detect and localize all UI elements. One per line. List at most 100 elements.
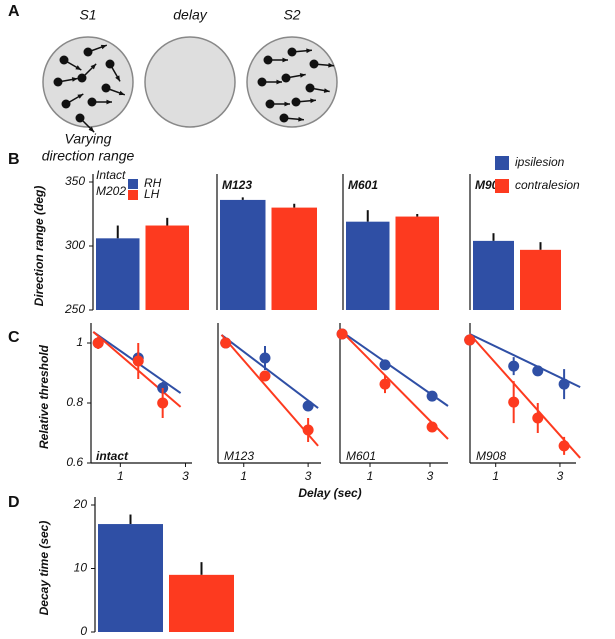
point xyxy=(259,352,271,364)
x-tick-label: 1 xyxy=(492,469,499,483)
bar xyxy=(220,199,266,310)
point xyxy=(132,355,144,367)
bar xyxy=(145,225,189,310)
fit-line xyxy=(341,331,449,440)
arrow-head xyxy=(328,62,334,68)
annotation: M601 xyxy=(346,449,376,463)
point xyxy=(259,370,271,382)
panel-label: A xyxy=(8,3,20,20)
bar xyxy=(169,574,234,632)
point xyxy=(532,412,544,424)
annotation: M123 xyxy=(224,449,254,463)
point xyxy=(426,421,438,433)
point xyxy=(508,360,520,372)
panel-label: C xyxy=(8,329,20,346)
caption: Varying xyxy=(65,131,112,147)
panel-label: B xyxy=(8,151,20,168)
fit-line xyxy=(220,334,319,409)
stimulus-label: S1 xyxy=(79,7,96,23)
arrow-head xyxy=(310,98,316,104)
legend-label: ipsilesion xyxy=(515,155,565,169)
legend-label: RH xyxy=(144,176,162,190)
point xyxy=(558,440,570,452)
legend-label: LH xyxy=(144,187,160,201)
point xyxy=(508,396,520,408)
point xyxy=(220,337,232,349)
arrow-head xyxy=(100,44,107,50)
x-tick-label: 3 xyxy=(182,469,189,483)
arrow-head xyxy=(299,73,306,78)
panel-title: Intact xyxy=(96,168,126,182)
bar xyxy=(346,221,390,310)
motion-dots xyxy=(53,44,334,133)
annotation: intact xyxy=(96,449,129,463)
y-tick-label: 250 xyxy=(64,302,85,316)
fit-line xyxy=(92,331,182,408)
y-axis-label: Decay time (sec) xyxy=(37,521,51,616)
x-tick-label: 1 xyxy=(117,469,124,483)
bar xyxy=(395,216,439,310)
legend-label: contralesion xyxy=(515,178,580,192)
x-tick-label: 3 xyxy=(427,469,434,483)
point xyxy=(379,378,391,390)
arrow-head xyxy=(71,77,78,82)
y-axis-label: Direction range (deg) xyxy=(32,186,46,307)
arrow-head xyxy=(115,75,120,82)
point xyxy=(532,365,544,377)
arrow-head xyxy=(118,90,125,96)
legend-swatch xyxy=(495,156,509,170)
caption: direction range xyxy=(42,148,135,164)
annotation: M908 xyxy=(476,449,506,463)
stimulus-circle xyxy=(144,36,236,128)
point xyxy=(426,390,438,402)
arrow-head xyxy=(77,94,84,99)
bar xyxy=(520,249,561,310)
point xyxy=(92,337,104,349)
arrow-head xyxy=(323,88,330,93)
point xyxy=(464,334,476,346)
fit-line xyxy=(468,333,581,459)
y-tick-label: 300 xyxy=(65,238,85,252)
y-tick-label: 350 xyxy=(65,174,85,188)
arrow-head xyxy=(276,79,282,85)
point xyxy=(157,397,169,409)
legend-swatch xyxy=(128,179,138,189)
y-tick-label: 20 xyxy=(73,497,88,511)
y-tick-label: 10 xyxy=(74,561,88,575)
stimulus-label: S2 xyxy=(283,7,300,23)
panel-title: M601 xyxy=(348,178,378,192)
arrow-head xyxy=(298,116,304,122)
panel-subtitle: M202 xyxy=(96,184,126,198)
point xyxy=(302,424,314,436)
arrow-head xyxy=(75,65,82,70)
arrow-head xyxy=(90,63,97,70)
point xyxy=(302,400,314,412)
fit-line xyxy=(220,334,319,447)
arrow-head xyxy=(282,57,288,63)
bar xyxy=(473,240,514,310)
arrow-head xyxy=(106,99,112,105)
panel-label: D xyxy=(8,494,20,511)
y-axis-label: Relative threshold xyxy=(37,344,51,449)
panel-title: M123 xyxy=(222,178,252,192)
fit-line xyxy=(469,333,581,389)
y-tick-label: 0.6 xyxy=(66,455,83,469)
y-tick-label: 0.8 xyxy=(66,395,83,409)
y-tick-label: 0 xyxy=(80,624,87,638)
y-tick-label: 1 xyxy=(76,335,83,349)
legend-swatch xyxy=(495,179,509,193)
bar xyxy=(271,207,317,310)
x-axis-label: Delay (sec) xyxy=(298,486,361,500)
arrow-head xyxy=(284,101,290,107)
x-tick-label: 3 xyxy=(305,469,312,483)
bar xyxy=(98,524,163,632)
point xyxy=(379,359,391,371)
point xyxy=(336,328,348,340)
x-tick-label: 1 xyxy=(240,469,247,483)
arrow-head xyxy=(306,48,312,54)
bar xyxy=(96,238,140,310)
stimulus-label: delay xyxy=(173,7,207,23)
point xyxy=(558,378,570,390)
legend-swatch xyxy=(128,190,138,200)
